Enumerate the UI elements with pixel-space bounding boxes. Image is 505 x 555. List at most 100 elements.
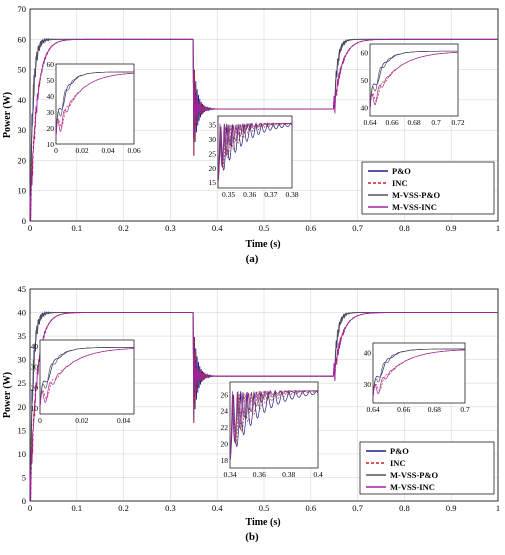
inset-series-line <box>369 50 458 111</box>
x-tick-label: 0 <box>28 503 32 513</box>
inset-x-tick-label: 0.66 <box>385 118 398 127</box>
inset-x-tick-label: 0 <box>54 146 58 155</box>
x-tick-label: 0.9 <box>446 223 457 233</box>
chart-panel-b: 0 0.1 0.2 0.3 0.4 0.5 0.6 0.7 0.8 0.9 105101520253… <box>2 284 500 543</box>
inset-x-tick-label: 0.36 <box>253 470 266 479</box>
x-axis-label: Time (s) <box>245 239 280 250</box>
inset-series-line <box>372 349 465 399</box>
inset-2: 0.34 0.36 0.38 0.4 18 20 22 24 26 <box>221 381 323 479</box>
x-tick-label: 1 <box>496 503 500 513</box>
y-axis-label: Power (W) <box>2 372 13 418</box>
inset-y-tick-label: 10 <box>31 404 39 413</box>
legend-box <box>361 161 495 215</box>
panel-label: (b) <box>245 531 259 543</box>
inset-y-tick-label: 20 <box>47 124 55 133</box>
inset-y-tick-label: 20 <box>209 164 217 173</box>
series-line-m-vss-inc <box>29 312 498 502</box>
inset-frame <box>39 339 135 415</box>
plot-frame <box>29 8 499 222</box>
inset-series-line <box>39 348 134 409</box>
inset-series-line <box>229 390 319 462</box>
y-tick-label: 5 <box>22 472 26 482</box>
inset-x-tick-label: 0.72 <box>451 118 464 127</box>
y-tick-label: 50 <box>18 65 27 75</box>
inset-y-tick-label: 15 <box>209 178 217 187</box>
inset-x-tick-label: 0.68 <box>407 118 420 127</box>
inset-1: 0 0.02 0.04 10 20 30 40 <box>31 339 135 425</box>
x-tick-label: 0.4 <box>212 503 223 513</box>
y-tick-label: 40 <box>18 308 27 318</box>
inset-frame <box>372 342 466 404</box>
y-tick-label: 20 <box>18 155 27 165</box>
x-tick-label: 0.8 <box>399 223 410 233</box>
inset-frame <box>369 43 459 117</box>
legend-entry: M-VSS-P&O <box>390 470 439 480</box>
x-tick-label: 0.6 <box>305 503 316 513</box>
x-axis-label: Time (s) <box>245 517 280 528</box>
inset-series-line <box>217 122 293 183</box>
series-line-m-vss-inc <box>29 38 498 222</box>
inset-x-tick-label: 0.64 <box>363 118 376 127</box>
inset-x-tick-label: 0 <box>38 416 42 425</box>
x-tick-label: 0.5 <box>259 223 270 233</box>
inset-x-tick-label: 0.04 <box>101 146 114 155</box>
inset-series-line <box>39 347 134 409</box>
x-tick-label: 0 <box>28 223 32 233</box>
inset-y-tick-label: 40 <box>361 104 369 113</box>
legend: P&O INC M-VSS-P&O M-VSS-INC <box>359 441 495 495</box>
inset-y-tick-label: 35 <box>209 121 217 130</box>
x-tick-label: 0.4 <box>212 223 223 233</box>
inset-series-line <box>217 121 293 183</box>
inset-y-tick-label: 50 <box>47 76 55 85</box>
plot-frame <box>29 288 499 502</box>
inset-frame <box>55 63 135 145</box>
inset-y-tick-label: 20 <box>31 383 39 392</box>
y-tick-label: 10 <box>18 449 27 459</box>
inset-y-tick-label: 30 <box>47 108 55 117</box>
y-tick-label: 0 <box>22 496 26 506</box>
x-tick-label: 0.7 <box>352 503 363 513</box>
inset-series-line <box>55 72 134 138</box>
x-tick-label: 0.1 <box>71 503 82 513</box>
chart-panel-a: 0 0.1 0.2 0.3 0.4 0.5 0.6 0.7 0.8 0.9 101020304050… <box>2 4 500 265</box>
inset-y-tick-label: 24 <box>221 407 229 416</box>
x-tick-label: 0.7 <box>352 223 363 233</box>
inset-x-tick-label: 0.36 <box>243 190 256 199</box>
legend-entry: INC <box>392 178 408 188</box>
inset-x-tick-label: 0.68 <box>428 405 441 414</box>
y-tick-label: 30 <box>18 125 27 135</box>
inset-x-tick-label: 0.66 <box>397 405 410 414</box>
legend-entry: INC <box>390 458 406 468</box>
inset-y-tick-label: 50 <box>361 76 369 85</box>
inset-1: 0 0.02 0.04 0.06 10 20 30 40 50 60 <box>47 60 141 155</box>
inset-y-tick-label: 40 <box>31 342 39 351</box>
inset-2: 0.35 0.36 0.37 0.38 15 20 25 30 35 <box>209 115 299 199</box>
y-tick-label: 20 <box>18 402 27 412</box>
inset-y-tick-label: 20 <box>221 439 229 448</box>
inset-x-tick-label: 0.02 <box>75 416 88 425</box>
inset-series-line <box>217 122 293 183</box>
inset-y-tick-label: 40 <box>47 92 55 101</box>
inset-series-line <box>229 390 319 462</box>
inset-y-tick-label: 60 <box>47 60 55 69</box>
x-tick-label: 1 <box>496 223 500 233</box>
inset-3: 0.64 0.66 0.68 0.7 0.72 40 50 60 <box>361 43 465 127</box>
x-tick-label: 0.1 <box>71 223 82 233</box>
x-tick-label: 0.3 <box>165 503 176 513</box>
x-tick-label: 0.3 <box>165 223 176 233</box>
x-tick-label: 0.2 <box>118 223 129 233</box>
inset-y-tick-label: 60 <box>361 48 369 57</box>
legend: P&O INC M-VSS-P&O M-VSS-INC <box>361 161 495 215</box>
inset-y-tick-label: 22 <box>221 423 229 432</box>
inset-x-tick-label: 0.38 <box>285 190 298 199</box>
y-tick-label: 70 <box>18 4 27 14</box>
inset-series-line <box>55 71 134 138</box>
inset-x-tick-label: 0.7 <box>460 405 470 414</box>
inset-x-tick-label: 0.64 <box>366 405 379 414</box>
inset-y-tick-label: 10 <box>47 140 55 149</box>
legend-entry: P&O <box>392 166 411 176</box>
inset-x-tick-label: 0.37 <box>264 190 277 199</box>
y-tick-label: 25 <box>18 378 27 388</box>
